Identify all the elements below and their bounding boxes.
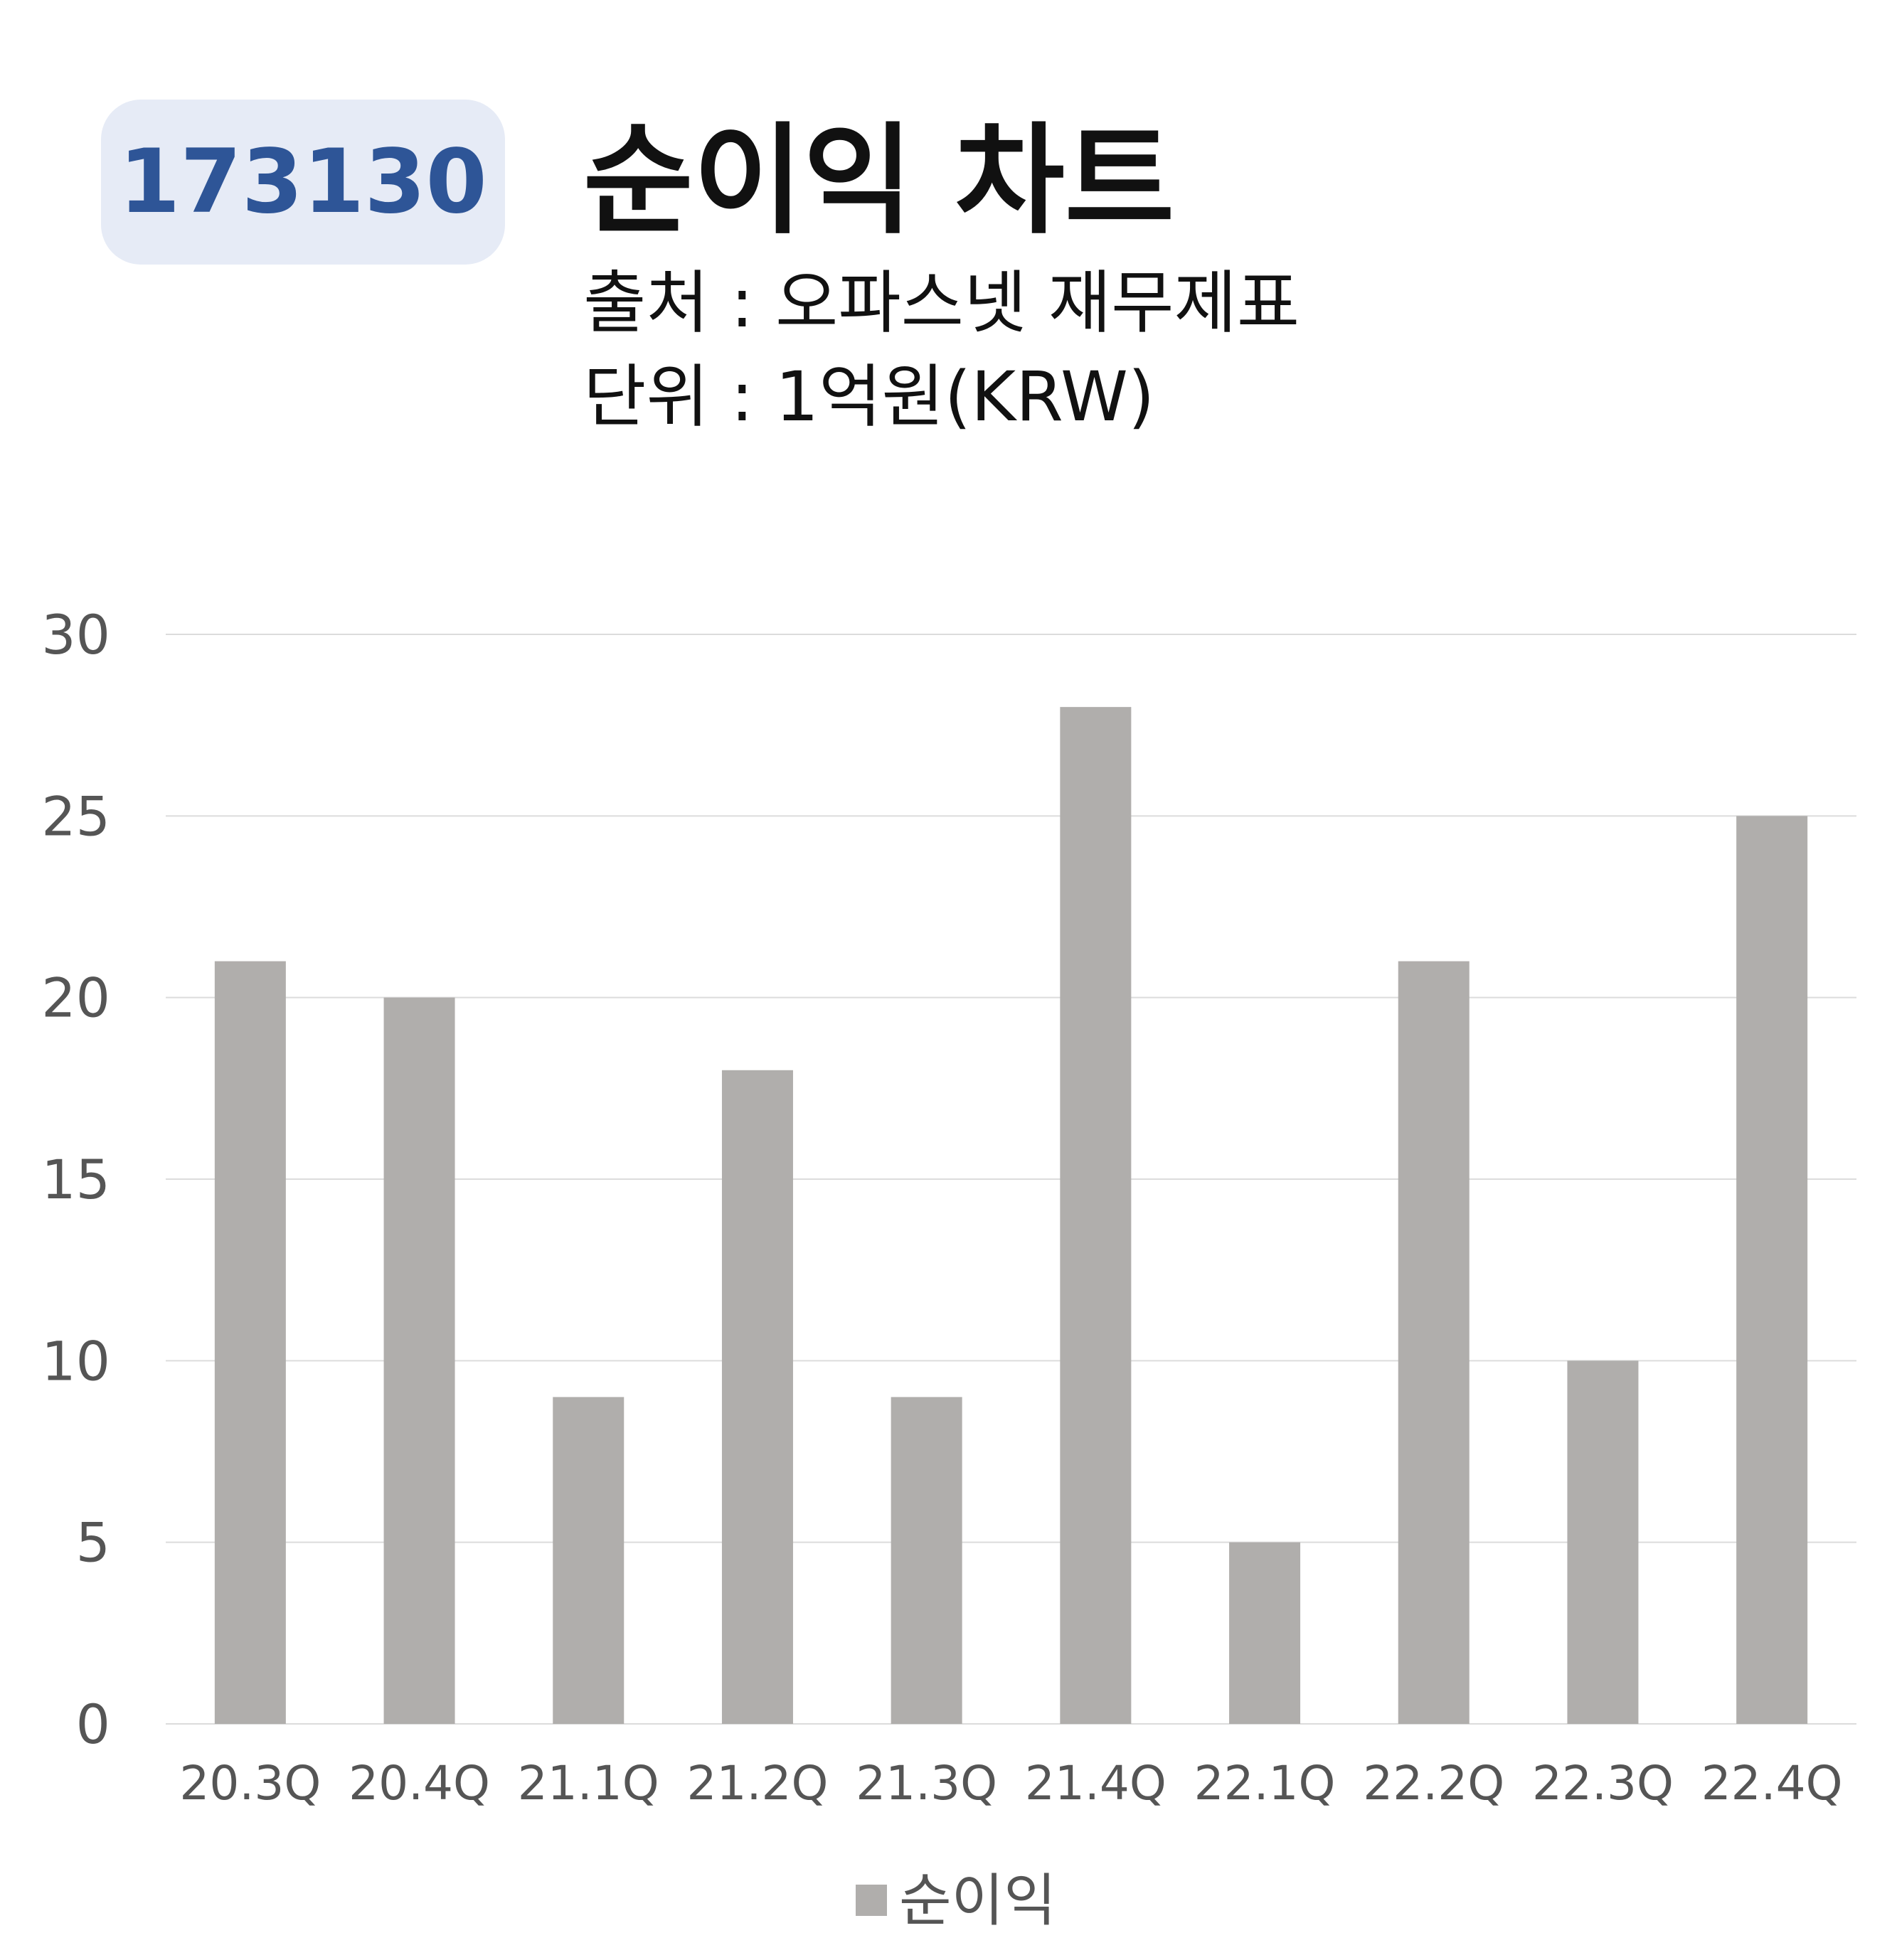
y-tick-label: 5 (76, 1511, 110, 1575)
bar (891, 1397, 962, 1724)
x-axis-ticks: 20.3Q 20.4Q 21.1Q 21.2Q 21.3Q 21.4Q 22.1Q 22.2Q… (179, 1756, 1842, 1811)
source-note: 출처 : 오파스넷 재무제표 (583, 263, 1300, 343)
x-tick-label: 21.3Q (856, 1756, 997, 1811)
bar (1398, 961, 1470, 1724)
x-tick-label: 20.4Q (349, 1756, 490, 1811)
y-tick-label: 0 (76, 1693, 110, 1756)
y-tick-label: 10 (41, 1329, 110, 1392)
bar (214, 961, 286, 1724)
chart-title: 순이익 차트 (583, 111, 1175, 250)
bar (553, 1397, 625, 1724)
bar (1736, 816, 1808, 1724)
legend: 순이익 (856, 1868, 1056, 1934)
x-tick-label: 22.3Q (1532, 1756, 1674, 1811)
x-tick-label: 22.2Q (1363, 1756, 1504, 1811)
bar (721, 1070, 793, 1724)
x-tick-label: 21.1Q (518, 1756, 659, 1811)
stock-code-badge: 173130 (101, 100, 505, 265)
unit-note: 단위 : 1억원(KRW) (583, 357, 1155, 437)
y-tick-label: 15 (41, 1148, 110, 1211)
y-axis-ticks: 0 5 10 15 20 25 30 (41, 603, 110, 1756)
bar (1567, 1360, 1639, 1724)
bar (383, 997, 455, 1724)
bar (1060, 707, 1132, 1725)
bars (214, 707, 1808, 1725)
x-tick-label: 20.3Q (179, 1756, 321, 1811)
x-tick-label: 22.4Q (1701, 1756, 1843, 1811)
y-tick-label: 25 (41, 784, 110, 848)
x-tick-label: 21.2Q (686, 1756, 828, 1811)
y-tick-label: 20 (41, 966, 110, 1030)
y-tick-label: 30 (41, 603, 110, 666)
legend-swatch (856, 1885, 887, 1916)
legend-label: 순이익 (899, 1868, 1056, 1934)
bar (1229, 1542, 1301, 1724)
x-tick-label: 21.4Q (1025, 1756, 1167, 1811)
x-tick-label: 22.1Q (1194, 1756, 1336, 1811)
